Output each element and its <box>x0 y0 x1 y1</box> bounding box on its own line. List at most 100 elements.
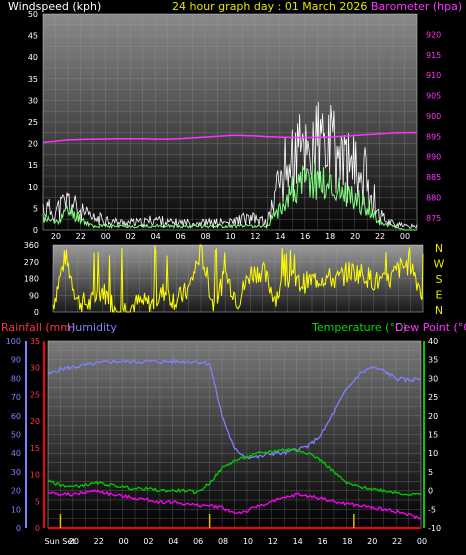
barometer-line <box>42 131 417 144</box>
wind-x-tick-label: 02 <box>126 232 136 241</box>
temperature-y-tick-label: -10 <box>428 524 441 533</box>
humidity-y-tick-label: 90 <box>11 356 21 365</box>
thermo-x-tick-label: 22 <box>94 537 104 546</box>
thermo-x-tick-label: 22 <box>392 537 402 546</box>
temperature-y-tick-label: -5 <box>428 505 436 514</box>
temperature-y-tick-label: 0 <box>428 487 433 496</box>
thermo-x-tick-label: 20 <box>367 537 377 546</box>
barometer-y-tick-label: 895 <box>426 132 441 141</box>
humidity-line <box>47 358 421 460</box>
compass-label: S <box>436 273 443 286</box>
dewpoint-axis-title: Dew Point (°C) <box>395 321 466 334</box>
wind-x-tick-label: 00 <box>101 232 111 241</box>
wind-x-tick-label: 20 <box>51 232 61 241</box>
compass-label: W <box>434 258 445 271</box>
barometer-y-tick-label: 910 <box>426 71 441 80</box>
thermo-x-tick-label: 00 <box>119 537 129 546</box>
wind-x-tick-label: 16 <box>300 232 310 241</box>
chart-title: 24 hour graph day : 01 March 2026 <box>172 0 368 13</box>
wind-x-tick-label: 10 <box>225 232 235 241</box>
wind-gust-line <box>42 101 418 229</box>
wind-y-tick-label: 30 <box>28 96 38 105</box>
rain-y-tick-label: 15 <box>30 444 40 453</box>
rain-y-tick-label: 25 <box>30 390 40 399</box>
humidity-y-tick-label: 10 <box>11 505 21 514</box>
wind-y-tick-label: 10 <box>28 183 38 192</box>
temperature-y-tick-label: 25 <box>428 393 438 402</box>
humidity-y-tick-label: 100 <box>6 337 21 346</box>
wind-y-tick-label: 45 <box>28 32 38 41</box>
wind-y-tick-label: 40 <box>28 53 38 62</box>
temperature-y-tick-label: 40 <box>428 337 438 346</box>
thermo-x-tick-label: 04 <box>168 537 178 546</box>
direction-y-tick-label: 90 <box>29 291 39 300</box>
temperature-y-tick-label: 20 <box>428 412 438 421</box>
wind-axis-title: Windspeed (kph) <box>8 0 102 13</box>
temperature-y-tick-label: 30 <box>428 374 438 383</box>
barometer-y-tick-label: 880 <box>426 193 441 202</box>
wind-x-tick-label: 22 <box>375 232 385 241</box>
thermo-x-tick-label: 10 <box>243 537 253 546</box>
thermo-x-tick-label: 18 <box>342 537 352 546</box>
wind-y-tick-label: 25 <box>28 118 38 127</box>
wind-y-tick-label: 20 <box>28 140 38 149</box>
thermo-x-tick-label: 16 <box>317 537 327 546</box>
compass-label: N <box>435 304 443 317</box>
temperature-y-tick-label: 15 <box>428 431 438 440</box>
rain-y-tick-label: 10 <box>30 471 40 480</box>
wind-y-tick-label: 5 <box>33 204 38 213</box>
wind-y-tick-label: 15 <box>28 161 38 170</box>
thermo-x-tick-label: 12 <box>268 537 278 546</box>
compass-label: E <box>436 289 443 302</box>
humidity-y-tick-label: 60 <box>11 412 21 421</box>
barometer-y-tick-label: 875 <box>426 214 441 223</box>
rain-y-tick-label: 30 <box>30 364 40 373</box>
barometer-y-tick-label: 920 <box>426 30 441 39</box>
rain-y-tick-label: 5 <box>35 497 40 506</box>
humidity-y-tick-label: 30 <box>11 468 21 477</box>
wind-x-tick-label: 20 <box>350 232 360 241</box>
temperature-line <box>47 447 422 497</box>
wind-x-tick-label: 12 <box>250 232 260 241</box>
thermo-x-tick-label: 02 <box>143 537 153 546</box>
thermo-x-tick-label: 14 <box>293 537 303 546</box>
temperature-y-tick-label: 35 <box>428 356 438 365</box>
rainfall-axis-title: Rainfall (mm) <box>1 321 76 334</box>
humidity-y-tick-label: 80 <box>11 374 21 383</box>
direction-y-tick-label: 270 <box>24 258 39 267</box>
direction-y-tick-label: 180 <box>24 275 39 284</box>
direction-y-tick-label: 360 <box>24 241 39 250</box>
thermo-x-tick-label: 06 <box>193 537 203 546</box>
thermo-x-tick-label: 08 <box>218 537 228 546</box>
wind-x-tick-label: 08 <box>200 232 210 241</box>
thermo-x-tick-label: Sun Set <box>45 537 76 546</box>
barometer-y-tick-label: 915 <box>426 51 441 60</box>
wind-x-tick-label: 22 <box>76 232 86 241</box>
barometer-axis-title: Barometer (hpa) <box>371 0 463 13</box>
thermo-x-tick-label: 20 <box>69 537 79 546</box>
wind-y-tick-label: 0 <box>33 226 38 235</box>
thermo-x-tick-label: 00 <box>417 537 427 546</box>
wind-x-tick-label: 04 <box>151 232 161 241</box>
wind-x-tick-label: 14 <box>275 232 285 241</box>
rain-y-tick-label: 35 <box>30 337 40 346</box>
barometer-y-tick-label: 905 <box>426 92 441 101</box>
temperature-axis-title: Temperature (°C) <box>312 321 407 334</box>
humidity-y-tick-label: 50 <box>11 431 21 440</box>
humidity-y-tick-label: 40 <box>11 449 21 458</box>
wind-x-tick-label: 00 <box>400 232 410 241</box>
wind-direction-line <box>52 244 424 313</box>
humidity-y-tick-label: 20 <box>11 487 21 496</box>
temperature-y-tick-label: 5 <box>428 468 433 477</box>
barometer-y-tick-label: 900 <box>426 112 441 121</box>
wind-y-tick-label: 35 <box>28 75 38 84</box>
barometer-y-tick-label: 885 <box>426 173 441 182</box>
humidity-axis-title: Humidity <box>67 321 117 334</box>
wind-x-tick-label: 18 <box>325 232 335 241</box>
wind-y-tick-label: 50 <box>28 10 38 19</box>
humidity-y-tick-label: 0 <box>16 524 21 533</box>
dewpoint-line <box>47 489 422 520</box>
compass-label: N <box>435 242 443 255</box>
